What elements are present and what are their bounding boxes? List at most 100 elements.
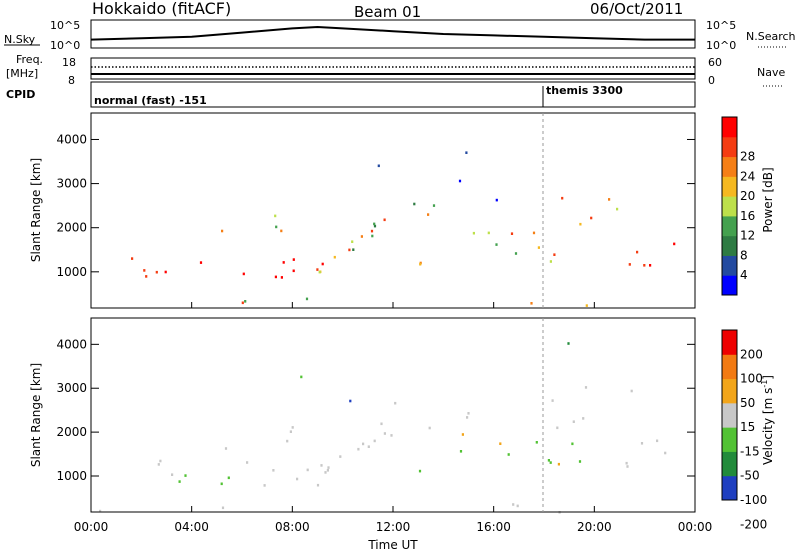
colorbar-segment — [722, 402, 737, 428]
cpid-label: CPID — [6, 88, 35, 101]
colorbar-segment — [722, 275, 737, 296]
freq-tick-high: 18 — [62, 56, 76, 69]
colorbar-tick-label: -50 — [740, 469, 760, 483]
echo-cell — [507, 453, 510, 456]
xaxis-tick-label: 12:00 — [376, 520, 411, 534]
ytick-label: 4000 — [56, 337, 87, 351]
echo-cell — [626, 465, 629, 468]
echo-cell — [318, 270, 321, 274]
echo-cell — [467, 412, 470, 415]
echo-cell — [99, 509, 102, 513]
colorbar-tick-label: 16 — [740, 209, 755, 223]
echo-cell — [316, 483, 320, 487]
cpid-segment-2: themis 3300 — [546, 84, 623, 97]
echo-cell — [349, 399, 352, 403]
ytick-label: 4000 — [56, 132, 87, 146]
beam-title: Beam 01 — [354, 3, 421, 21]
echo-cell — [590, 216, 593, 220]
velocity-yaxis: 1000 2000 3000 4000 — [56, 337, 695, 483]
echo-cell — [628, 263, 631, 266]
echo-cell — [171, 473, 174, 476]
echo-cell — [280, 276, 283, 279]
echo-cell — [373, 224, 377, 228]
echo-cell — [537, 246, 540, 249]
echo-cell — [291, 426, 294, 429]
echo-cell — [327, 466, 330, 469]
echo-cell — [221, 506, 225, 510]
echo-cell — [572, 420, 575, 423]
echo-cell — [418, 469, 422, 473]
echo-cell — [164, 270, 167, 274]
colorbar-segment — [722, 156, 737, 177]
echo-cell — [274, 275, 277, 279]
echo-cell — [571, 442, 574, 446]
ytick-label: 1000 — [56, 469, 87, 483]
echo-cell — [263, 484, 266, 487]
echo-cell — [155, 270, 158, 274]
echo-cell — [371, 234, 374, 238]
echo-cell — [547, 459, 550, 462]
echo-cell — [272, 469, 275, 472]
colorbar-segment — [722, 235, 737, 256]
echo-cell — [280, 229, 283, 233]
echo-cell — [373, 439, 376, 443]
echo-cell — [377, 164, 380, 168]
nsky-series-line — [90, 25, 695, 41]
echo-cell — [289, 430, 292, 433]
echo-cell — [244, 300, 247, 303]
colorbar-segment — [722, 427, 737, 452]
echo-cell — [549, 260, 552, 263]
echo-cell — [427, 213, 430, 216]
colorbar-tick-label: 50 — [740, 396, 755, 410]
colorbar-segment — [722, 215, 737, 237]
echo-cell — [636, 250, 639, 254]
echo-cell — [145, 275, 148, 278]
colorbar-segment — [722, 136, 737, 158]
colorbar-tick-label: 4 — [740, 268, 748, 282]
echo-cell — [390, 434, 393, 437]
echo-cell — [227, 476, 230, 480]
echo-cell — [220, 482, 223, 486]
echo-cell — [286, 439, 289, 443]
freq-panel: Freq. [MHz] 18 8 60 0 Nave — [6, 53, 785, 87]
velocity-colorbar-label-end: ] — [761, 375, 775, 380]
echo-cell — [383, 432, 386, 435]
velocity-heatmap-cells — [99, 342, 667, 514]
echo-cell — [472, 231, 475, 235]
ytick-label: 3000 — [56, 177, 87, 191]
ytick-label: 3000 — [56, 381, 87, 395]
colorbar-tick-label: -100 — [740, 493, 767, 507]
echo-cell — [561, 196, 564, 200]
echo-cell — [643, 264, 646, 267]
echo-cell — [608, 198, 611, 201]
echo-cell — [557, 462, 560, 466]
nsky-label: N.Sky — [4, 33, 36, 46]
echo-cell — [664, 451, 667, 455]
date-title: 06/Oct/2011 — [590, 0, 683, 18]
colorbar-tick-label: 28 — [740, 150, 755, 164]
echo-cell — [178, 480, 181, 483]
echo-cell — [380, 422, 383, 426]
nave-tick-high: 60 — [708, 56, 722, 69]
echo-cell — [499, 442, 502, 445]
echo-cell — [159, 459, 162, 463]
echo-cell — [324, 471, 327, 474]
velocity-panel: 1000 2000 3000 4000 Slant Range [km] 200 100… — [29, 317, 775, 531]
echo-cell — [246, 461, 249, 464]
noise-panel: N.Sky 10^5 10^0 10^5 10^0 N.Search — [4, 19, 796, 52]
echo-cell — [466, 416, 469, 419]
nave-label: Nave — [757, 66, 785, 79]
echo-cell — [510, 232, 514, 235]
echo-cell — [320, 464, 323, 467]
ytick-label: 1000 — [56, 265, 87, 279]
echo-cell — [370, 229, 374, 233]
xaxis-tick-label: 20:00 — [577, 520, 612, 534]
colorbar-segment — [722, 451, 737, 477]
power-yaxis: 1000 2000 3000 4000 — [56, 132, 695, 279]
echo-cell — [656, 439, 659, 443]
echo-cell — [649, 264, 652, 267]
echo-cell — [305, 297, 309, 301]
echo-cell — [274, 214, 277, 218]
power-colorbar-label: Power [dB] — [761, 167, 775, 232]
colorbar-tick-label: 8 — [740, 248, 748, 262]
